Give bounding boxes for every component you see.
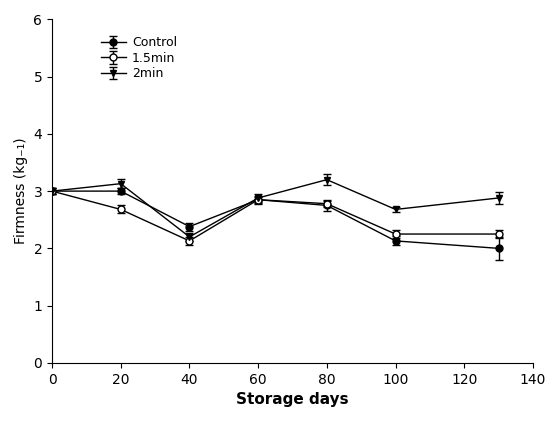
- X-axis label: Storage days: Storage days: [236, 392, 349, 407]
- Y-axis label: Firmness (kg₋₁): Firmness (kg₋₁): [14, 138, 28, 245]
- Legend: Control, 1.5min, 2min: Control, 1.5min, 2min: [97, 32, 181, 84]
